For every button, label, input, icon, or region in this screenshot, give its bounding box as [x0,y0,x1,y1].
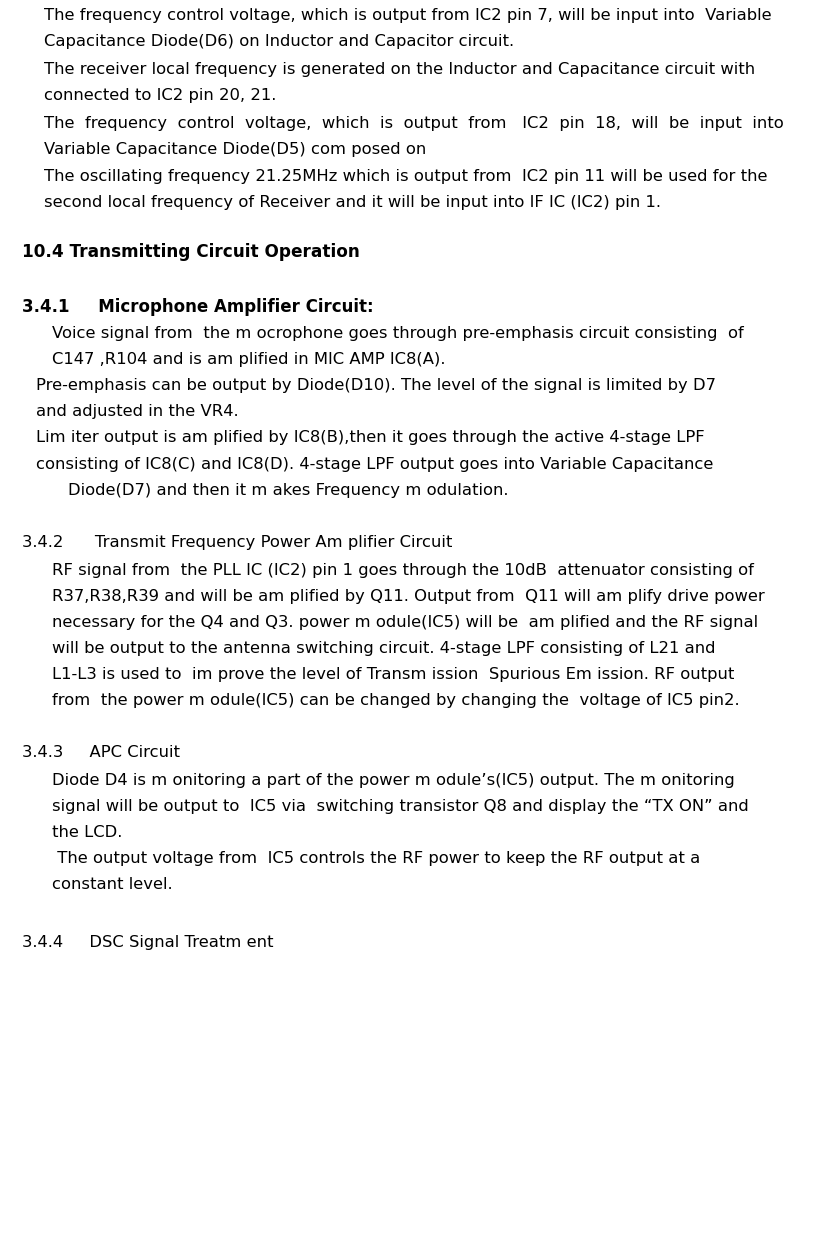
Text: connected to IC2 pin 20, 21.: connected to IC2 pin 20, 21. [44,88,277,103]
Text: necessary for the Q4 and Q3. power m odule(IC5) will be  am plified and the RF s: necessary for the Q4 and Q3. power m odu… [52,615,758,630]
Text: R37,R38,R39 and will be am plified by Q11. Output from  Q11 will am plify drive : R37,R38,R39 and will be am plified by Q1… [52,589,764,604]
Text: second local frequency of Receiver and it will be input into IF IC (IC2) pin 1.: second local frequency of Receiver and i… [44,195,661,211]
Text: The output voltage from  IC5 controls the RF power to keep the RF output at a: The output voltage from IC5 controls the… [52,851,700,866]
Text: from  the power m odule(IC5) can be changed by changing the  voltage of IC5 pin2: from the power m odule(IC5) can be chang… [52,693,740,708]
Text: 3.4.3     APC Circuit: 3.4.3 APC Circuit [22,746,180,761]
Text: The  frequency  control  voltage,  which  is  output  from   IC2  pin  18,  will: The frequency control voltage, which is … [44,117,784,132]
Text: 3.4.1     Microphone Amplifier Circuit:: 3.4.1 Microphone Amplifier Circuit: [22,298,374,316]
Text: 3.4.2      Transmit Frequency Power Am plifier Circuit: 3.4.2 Transmit Frequency Power Am plifie… [22,535,452,550]
Text: consisting of IC8(C) and IC8(D). 4-stage LPF output goes into Variable Capacitan: consisting of IC8(C) and IC8(D). 4-stage… [36,457,713,472]
Text: Pre-emphasis can be output by Diode(D10). The level of the signal is limited by : Pre-emphasis can be output by Diode(D10)… [36,378,716,393]
Text: The receiver local frequency is generated on the Inductor and Capacitance circui: The receiver local frequency is generate… [44,61,755,76]
Text: L1-L3 is used to  im prove the level of Transm ission  Spurious Em ission. RF ou: L1-L3 is used to im prove the level of T… [52,667,734,682]
Text: will be output to the antenna switching circuit. 4-stage LPF consisting of L21 a: will be output to the antenna switching … [52,642,715,657]
Text: Voice signal from  the m ocrophone goes through pre-emphasis circuit consisting : Voice signal from the m ocrophone goes t… [52,326,744,341]
Text: 10.4 Transmitting Circuit Operation: 10.4 Transmitting Circuit Operation [22,243,360,261]
Text: 3.4.4     DSC Signal Treatm ent: 3.4.4 DSC Signal Treatm ent [22,935,273,950]
Text: C147 ,R104 and is am plified in MIC AMP IC8(A).: C147 ,R104 and is am plified in MIC AMP … [52,352,446,367]
Text: RF signal from  the PLL IC (IC2) pin 1 goes through the 10dB  attenuator consist: RF signal from the PLL IC (IC2) pin 1 go… [52,563,754,578]
Text: Diode(D7) and then it m akes Frequency m odulation.: Diode(D7) and then it m akes Frequency m… [68,482,508,497]
Text: Capacitance Diode(D6) on Inductor and Capacitor circuit.: Capacitance Diode(D6) on Inductor and Ca… [44,34,514,49]
Text: and adjusted in the VR4.: and adjusted in the VR4. [36,403,239,419]
Text: The frequency control voltage, which is output from IC2 pin 7, will be input int: The frequency control voltage, which is … [44,8,772,23]
Text: constant level.: constant level. [52,877,172,892]
Text: the LCD.: the LCD. [52,824,122,840]
Text: The oscillating frequency 21.25MHz which is output from  IC2 pin 11 will be used: The oscillating frequency 21.25MHz which… [44,169,768,184]
Text: signal will be output to  IC5 via  switching transistor Q8 and display the “TX O: signal will be output to IC5 via switchi… [52,799,749,814]
Text: Variable Capacitance Diode(D5) com posed on: Variable Capacitance Diode(D5) com posed… [44,142,426,157]
Text: Diode D4 is m onitoring a part of the power m odule’s(IC5) output. The m onitori: Diode D4 is m onitoring a part of the po… [52,773,735,788]
Text: Lim iter output is am plified by IC8(B),then it goes through the active 4-stage : Lim iter output is am plified by IC8(B),… [36,430,704,445]
